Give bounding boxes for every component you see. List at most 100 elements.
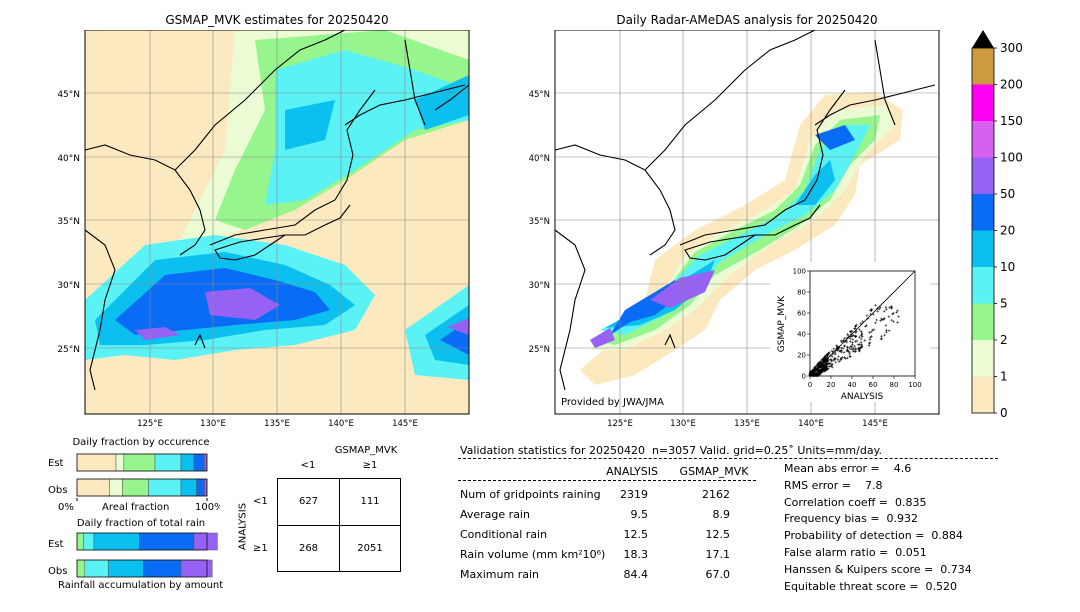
scatter-point [836, 349, 840, 352]
scatter-point [835, 347, 838, 351]
left-lon-tick: 135°E [264, 419, 290, 429]
occurrence-chart: Est Obs 0% Areal fraction 100% [48, 453, 220, 513]
validation-score: Hanssen & Kuipers score = 0.734 [784, 562, 972, 576]
scatter-x-tick-label: 60 [869, 381, 878, 389]
scatter-y-tick-label: 0 [802, 373, 806, 381]
scatter-point [848, 335, 852, 338]
validation-gsmap-value: 8.9 [712, 508, 731, 521]
colorbar-segment [972, 157, 994, 194]
contingency-cell: 268 [298, 543, 319, 554]
total-rain-title: Daily fraction of total rain [76, 518, 206, 529]
scatter-point [863, 339, 867, 342]
fraction-segment [139, 532, 195, 551]
colorbar-label: 0 [1000, 406, 1008, 420]
right-map-title: Daily Radar-AMeDAS analysis for 20250420 [616, 13, 878, 27]
colorbar-segment [972, 84, 994, 121]
scatter-point [836, 358, 840, 361]
left-lat-tick: 40°N [57, 154, 80, 164]
scatter-point [850, 343, 854, 347]
colorbar-segment [972, 303, 994, 340]
validation-row-label: Num of gridpoints raining [460, 488, 601, 501]
scatter-point [892, 320, 895, 323]
left-lat-tick: 25°N [57, 345, 80, 355]
scatter-point [827, 362, 830, 366]
left-map-rain-field [85, 30, 469, 380]
colorbar-label: 100 [1000, 151, 1023, 165]
colorbar-label: 300 [1000, 41, 1023, 55]
colorbar-segment [972, 376, 994, 413]
scatter-point [848, 355, 852, 358]
scatter-point [817, 362, 820, 366]
validation-row-label: Conditional rain [460, 528, 548, 541]
occurrence-axis-left: 0% [58, 502, 74, 513]
scatter-x-tick-label: 100 [908, 381, 921, 389]
scatter-point [883, 333, 886, 337]
left-map-grid [85, 30, 469, 414]
scatter-point [818, 361, 822, 364]
right-map-frame [554, 30, 940, 415]
right-map-coastlines [554, 30, 936, 391]
left-lon-tick: 125°E [137, 419, 163, 429]
scatter-point [846, 333, 849, 336]
scatter-point [845, 339, 848, 343]
scatter-point [853, 344, 856, 348]
colorbar-segment [972, 267, 994, 304]
scatter-point [810, 372, 814, 375]
occurrence-row-label: Est [48, 458, 64, 469]
validation-analysis-value: 12.5 [623, 528, 649, 541]
scatter-point [851, 341, 854, 344]
left-lat-tick: 45°N [57, 90, 80, 100]
colorbar: 0 1 2 5 10 20 50 100 150 200 300 [971, 30, 1023, 420]
fraction-segment [76, 453, 117, 472]
scatter-point [833, 352, 837, 356]
validation-score: Probability of detection = 0.884 [784, 529, 963, 543]
scatter-point [846, 356, 849, 360]
contingency-row-ge: ≥1 [253, 543, 268, 554]
scatter-point [871, 313, 875, 316]
scatter-point [851, 338, 855, 341]
scatter-point [818, 363, 822, 367]
validation-analysis-value: 2319 [620, 488, 648, 501]
left-map-coastlines [84, 30, 470, 391]
fraction-segment [193, 453, 205, 472]
scatter-point [841, 347, 845, 350]
scatter-point [884, 305, 888, 309]
scatter-point [843, 344, 846, 348]
scatter-point [826, 367, 830, 371]
scatter-point [817, 371, 820, 375]
scatter-point [875, 307, 879, 310]
scatter-point [876, 310, 880, 313]
left-lon-tick: 145°E [392, 419, 418, 429]
fraction-segment [109, 478, 123, 497]
fraction-segment [204, 453, 208, 472]
scatter-point [826, 356, 830, 360]
scatter-point [858, 346, 862, 349]
colorbar-label: 2 [1000, 333, 1008, 347]
left-lon-tick: 140°E [328, 419, 354, 429]
fraction-segment [76, 478, 110, 497]
occurrence-axis-mid: Areal fraction [102, 502, 169, 513]
total-rain-row-label: Obs [48, 566, 67, 577]
scatter-point [830, 359, 834, 363]
scatter-point [830, 358, 833, 362]
colorbar-segment [972, 230, 994, 267]
scatter-point [810, 370, 813, 374]
scatter-y-tick-label: 100 [793, 268, 806, 276]
scatter-point [846, 345, 849, 349]
occurrence-est-bar [76, 453, 208, 472]
scatter-point [832, 358, 835, 362]
colorbar-label: 50 [1000, 187, 1015, 201]
validation-score: Correlation coeff = 0.835 [784, 495, 927, 509]
scatter-point [859, 340, 863, 344]
scatter-point [845, 336, 849, 340]
scatter-point [855, 330, 858, 333]
validation-analysis-value: 9.5 [630, 508, 649, 521]
scatter-point [884, 328, 888, 332]
scatter-point [860, 334, 863, 337]
scatter-point [842, 351, 846, 354]
scatter-point [858, 349, 861, 352]
scatter-point [843, 336, 846, 340]
contingency-col-ge: ≥1 [362, 460, 378, 471]
validation-score: RMS error = 7.8 [784, 478, 883, 492]
scatter-point [840, 357, 843, 361]
